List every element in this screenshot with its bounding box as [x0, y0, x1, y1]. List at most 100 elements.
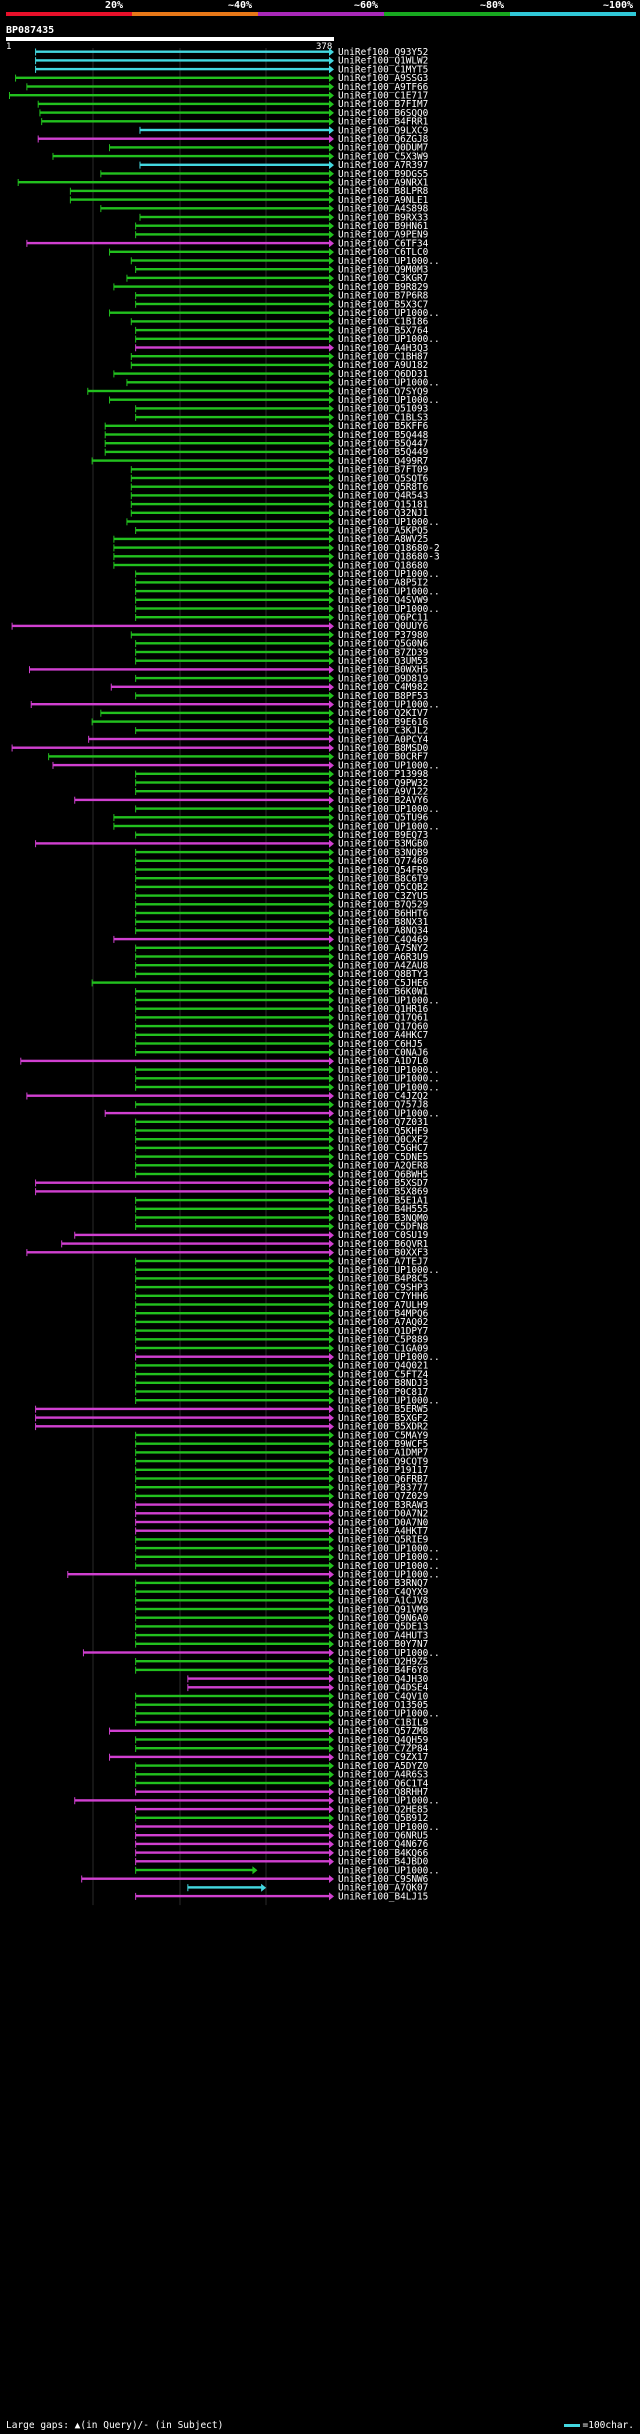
hit-bar[interactable]: [135, 1007, 330, 1010]
hit-bar[interactable]: [109, 1755, 330, 1759]
hit-label[interactable]: UniRef100_Q5R8T6: [338, 482, 429, 493]
hit-bar[interactable]: [135, 1703, 330, 1706]
hit-bar[interactable]: [135, 1459, 330, 1463]
hit-bar[interactable]: [29, 668, 330, 671]
hit-bar[interactable]: [135, 1024, 330, 1028]
hit-bar[interactable]: [26, 85, 330, 88]
hit-bar[interactable]: [135, 1747, 330, 1750]
hit-bar[interactable]: [131, 468, 330, 471]
hit-bar[interactable]: [135, 885, 330, 889]
hit-bar[interactable]: [109, 1729, 330, 1732]
hit-label[interactable]: UniRef100_UP1000..: [338, 1074, 440, 1085]
hit-label[interactable]: UniRef100_Q15181: [338, 499, 429, 510]
hit-label[interactable]: UniRef100_B8PF53: [338, 691, 428, 702]
hit-label[interactable]: UniRef100_A1CJV8: [338, 1596, 429, 1607]
hit-label[interactable]: UniRef100_A6R3U9: [338, 952, 429, 963]
hit-label[interactable]: UniRef100_A4S898: [338, 204, 429, 215]
hit-bar[interactable]: [135, 894, 330, 897]
hit-bar[interactable]: [135, 1085, 330, 1089]
hit-label[interactable]: UniRef100_A9U182: [338, 360, 428, 371]
hit-bar[interactable]: [83, 1651, 330, 1654]
hit-bar[interactable]: [126, 520, 330, 523]
hit-bar[interactable]: [35, 59, 330, 62]
hit-label[interactable]: UniRef100_A4ZAU8: [338, 961, 429, 972]
hit-bar[interactable]: [92, 459, 330, 462]
hit-bar[interactable]: [135, 1842, 330, 1846]
hit-label[interactable]: UniRef100_C3KJL2: [338, 726, 428, 737]
hit-bar[interactable]: [135, 1268, 330, 1271]
hit-label[interactable]: UniRef100_C5FTZ4: [338, 1369, 429, 1380]
hit-label[interactable]: UniRef100_Q0DUM7: [338, 143, 428, 154]
hit-label[interactable]: UniRef100_B5Q448: [338, 430, 429, 441]
hit-bar[interactable]: [135, 1320, 330, 1324]
hit-bar[interactable]: [135, 581, 330, 584]
hit-bar[interactable]: [135, 729, 330, 732]
hit-label[interactable]: UniRef100_B4H555: [338, 1204, 428, 1215]
hit-label[interactable]: UniRef100_Q9M0M3: [338, 265, 428, 276]
hit-label[interactable]: UniRef100_A4HUT3: [338, 1630, 428, 1641]
hit-label[interactable]: UniRef100_Q54FR9: [338, 865, 429, 876]
hit-bar[interactable]: [135, 955, 330, 958]
hit-label[interactable]: UniRef100_A5DYZ0: [338, 1761, 429, 1772]
hit-bar[interactable]: [135, 1503, 330, 1506]
hit-bar[interactable]: [41, 120, 331, 123]
hit-bar[interactable]: [135, 1668, 330, 1672]
hit-bar[interactable]: [135, 1477, 330, 1480]
hit-bar[interactable]: [135, 1868, 254, 1872]
hit-label[interactable]: UniRef100_C4M982: [338, 682, 428, 693]
hit-bar[interactable]: [105, 433, 331, 436]
hit-label[interactable]: UniRef100_A4HKT7: [338, 1526, 428, 1537]
hit-label[interactable]: UniRef100_Q2KIV7: [338, 708, 428, 719]
hit-bar[interactable]: [109, 398, 330, 401]
hit-label[interactable]: UniRef100_B5Q449: [338, 447, 429, 458]
hit-bar[interactable]: [135, 694, 330, 697]
hit-label[interactable]: UniRef100_A9SSG3: [338, 73, 428, 84]
hit-bar[interactable]: [35, 1425, 330, 1428]
hit-label[interactable]: UniRef100_C5JHE6: [338, 978, 429, 989]
hit-label[interactable]: UniRef100_UP1000..: [338, 1552, 440, 1563]
hit-label[interactable]: UniRef100_A8WV25: [338, 534, 428, 545]
hit-label[interactable]: UniRef100_Q77460: [338, 856, 429, 867]
hit-label[interactable]: UniRef100_Q5KHF9: [338, 1126, 429, 1137]
hit-label[interactable]: UniRef100_Q0CXF2: [338, 1135, 428, 1146]
hit-bar[interactable]: [135, 1468, 330, 1471]
hit-bar[interactable]: [135, 781, 330, 784]
hit-bar[interactable]: [70, 189, 331, 193]
hit-label[interactable]: UniRef100_UP1000..: [338, 1108, 440, 1119]
hit-bar[interactable]: [131, 363, 330, 367]
hit-bar[interactable]: [139, 163, 330, 166]
hit-bar[interactable]: [135, 1016, 330, 1019]
hit-bar[interactable]: [135, 1120, 330, 1123]
hit-label[interactable]: UniRef100_C6TF34: [338, 238, 429, 249]
hit-bar[interactable]: [135, 598, 330, 601]
hit-label[interactable]: UniRef100_B9R829: [338, 282, 429, 293]
hit-label[interactable]: UniRef100_UP1000..: [338, 569, 440, 580]
hit-label[interactable]: UniRef100_B9E616: [338, 717, 429, 728]
hit-bar[interactable]: [9, 94, 331, 97]
hit-label[interactable]: UniRef100_Q4DSE4: [338, 1683, 429, 1694]
hit-bar[interactable]: [135, 1294, 330, 1297]
hit-label[interactable]: UniRef100_P0C817: [338, 1387, 428, 1398]
hit-bar[interactable]: [35, 1416, 330, 1419]
hit-label[interactable]: UniRef100_C1BH87: [338, 352, 428, 363]
hit-label[interactable]: UniRef100_A1D7L0: [338, 1056, 429, 1067]
hit-bar[interactable]: [135, 1129, 330, 1132]
hit-bar[interactable]: [135, 1442, 330, 1445]
hit-bar[interactable]: [135, 1520, 330, 1524]
hit-bar[interactable]: [113, 555, 330, 558]
hit-bar[interactable]: [135, 407, 330, 410]
hit-label[interactable]: UniRef100_Q1DPY7: [338, 1326, 428, 1337]
hit-label[interactable]: UniRef100_B4P8C5: [338, 1274, 428, 1285]
hit-label[interactable]: UniRef100_UP1000..: [338, 1561, 440, 1572]
hit-label[interactable]: UniRef100_UP1000..: [338, 517, 440, 528]
hit-bar[interactable]: [135, 946, 330, 949]
hit-bar[interactable]: [135, 415, 330, 419]
hit-label[interactable]: UniRef100_Q91VM9: [338, 1604, 429, 1615]
hit-label[interactable]: UniRef100_Q8RHH7: [338, 1787, 428, 1798]
hit-bar[interactable]: [135, 1033, 330, 1036]
hit-label[interactable]: UniRef100_P13998: [338, 769, 429, 780]
hit-label[interactable]: UniRef100_Q6NRU5: [338, 1831, 428, 1842]
hit-bar[interactable]: [113, 537, 330, 541]
hit-bar[interactable]: [35, 50, 330, 53]
hit-bar[interactable]: [135, 1303, 330, 1306]
